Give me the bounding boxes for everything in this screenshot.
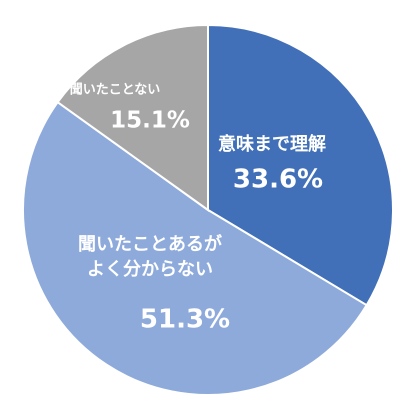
- slice-label: 聞いたことあるがよく分からない: [78, 233, 222, 280]
- pie-slice: [207, 23, 394, 307]
- pie-slice: [22, 100, 369, 397]
- value-label: 33.6%: [233, 165, 323, 195]
- slice-label: 意味まで理解: [218, 133, 326, 155]
- slice-label: 聞いたことない: [70, 83, 161, 98]
- value-label: 51.3%: [140, 305, 230, 335]
- pie-slice: [56, 23, 209, 212]
- value-label: 15.1%: [110, 108, 190, 134]
